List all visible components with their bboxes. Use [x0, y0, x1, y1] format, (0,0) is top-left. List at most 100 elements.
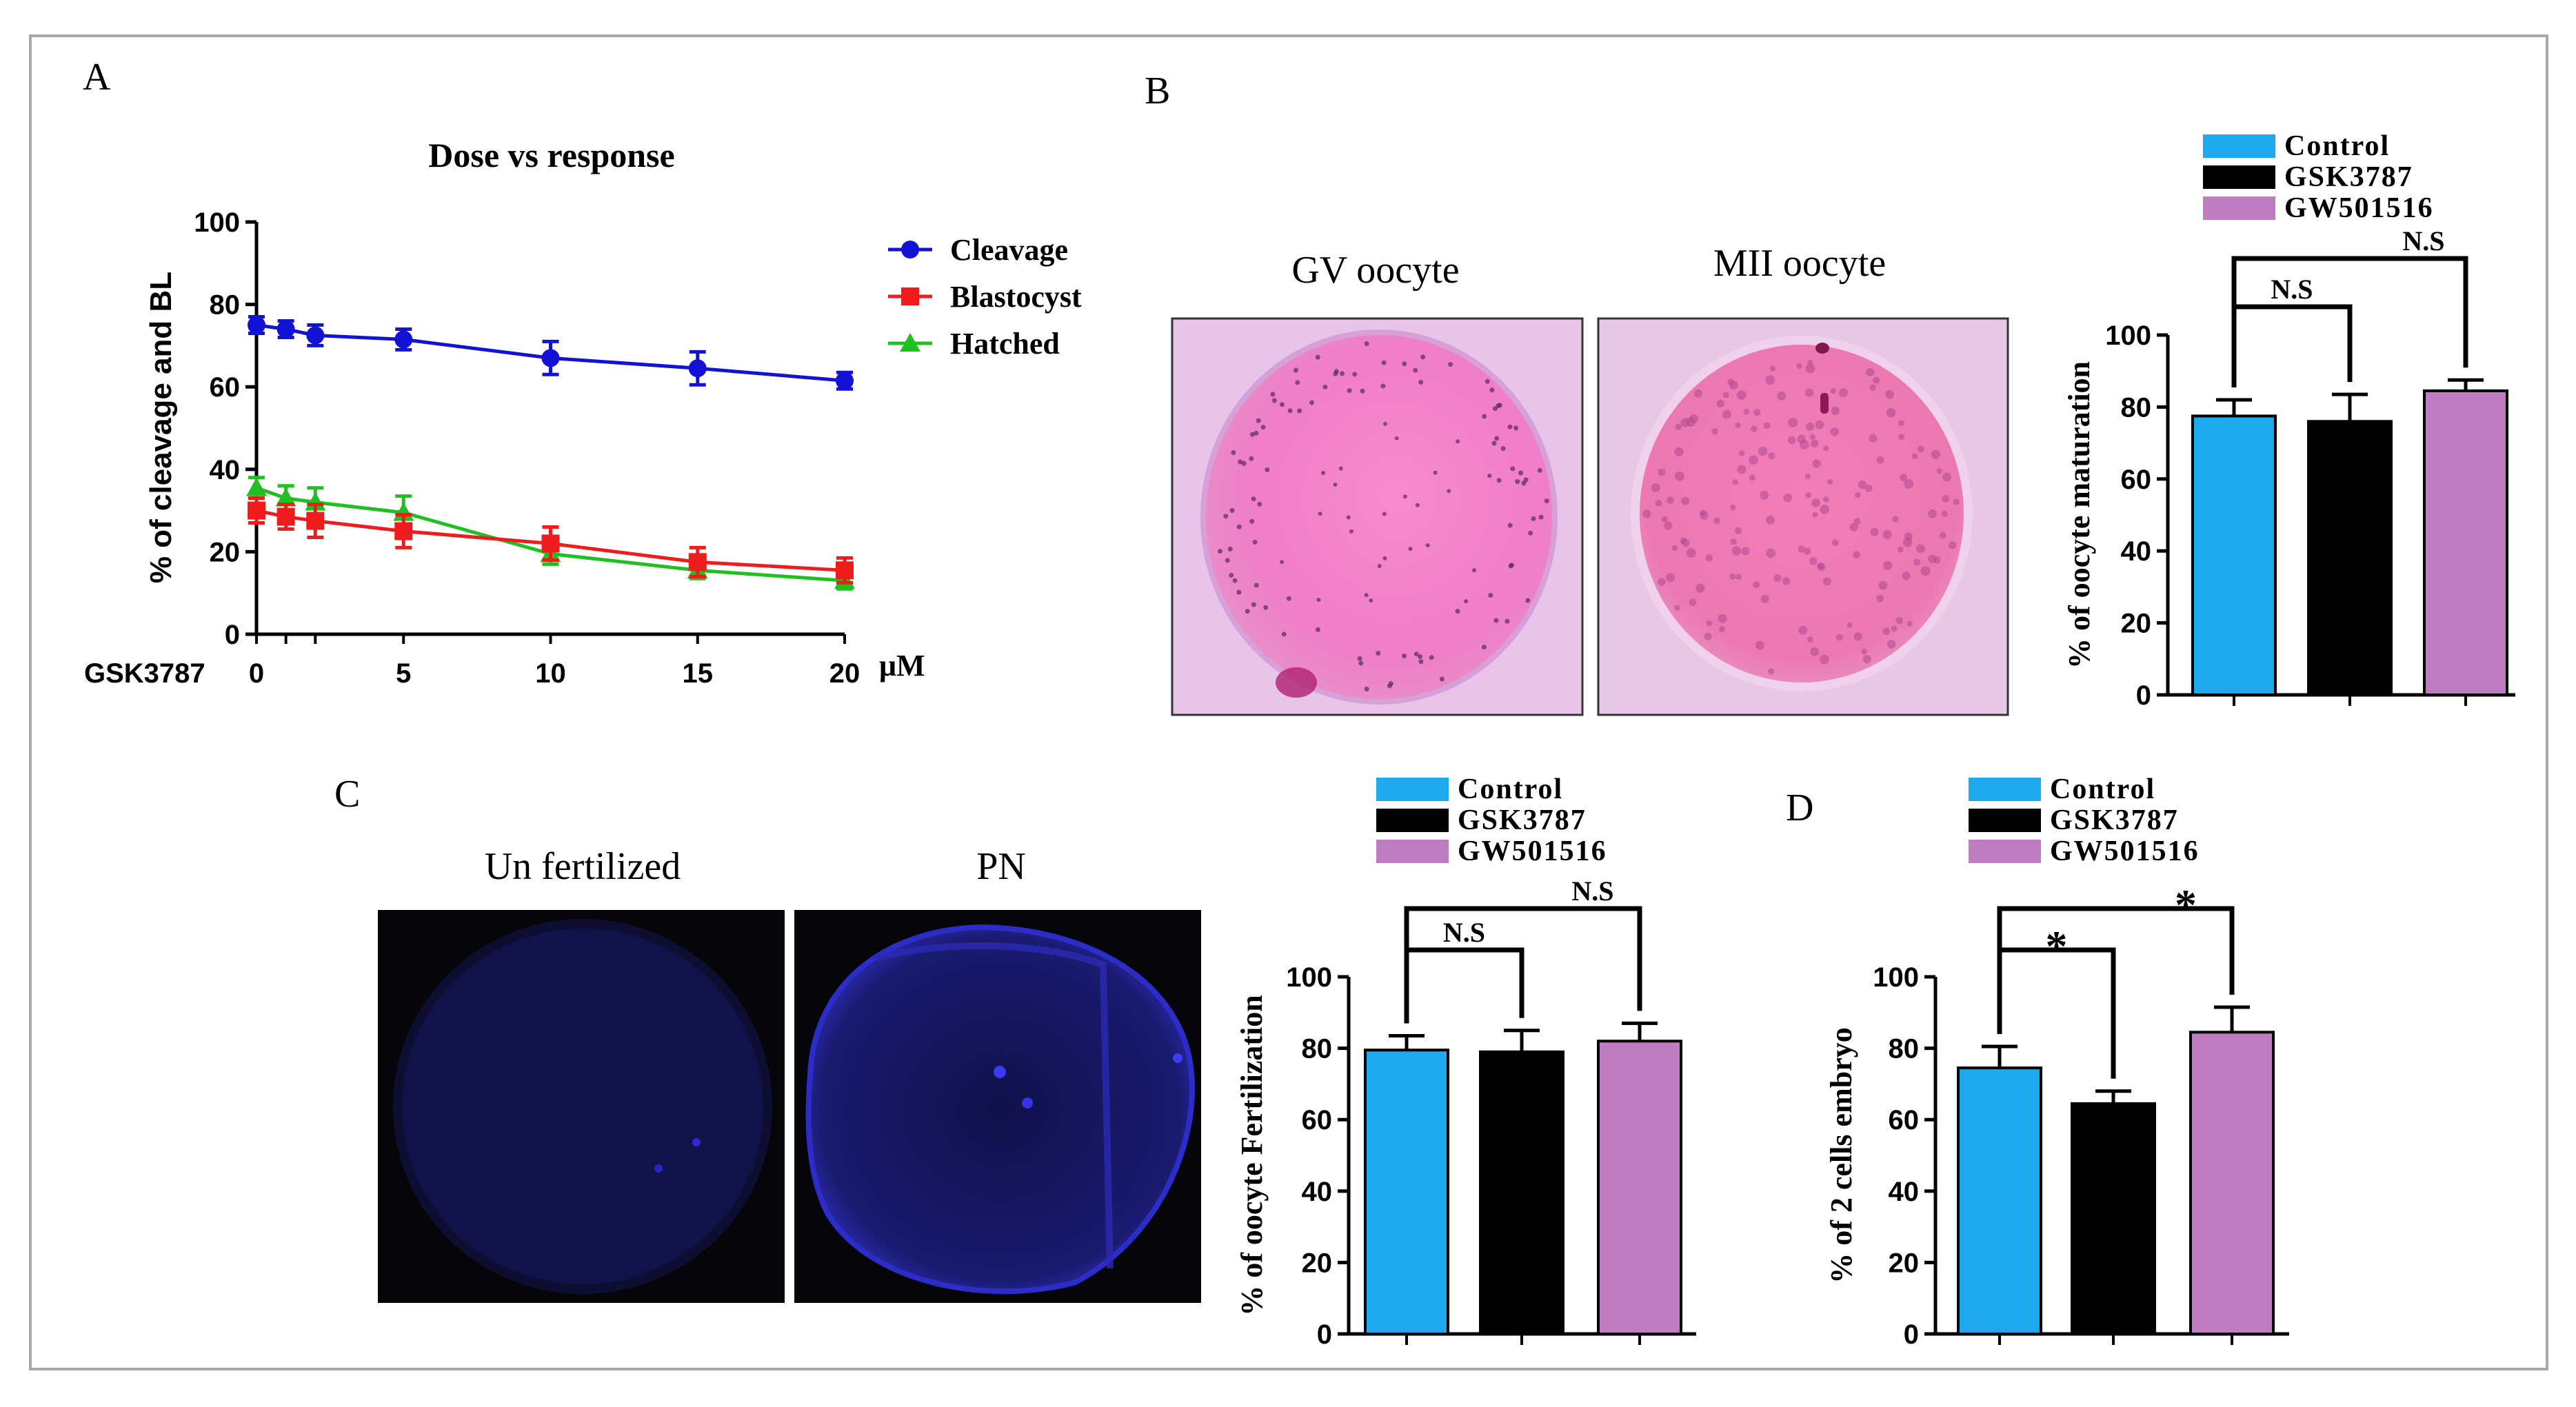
data-point: [276, 320, 295, 338]
granule: [1538, 514, 1544, 520]
granule: [1382, 556, 1387, 560]
panel-letter-c: C: [334, 773, 360, 816]
data-point: [248, 316, 265, 334]
granule: [1886, 408, 1896, 418]
granule: [1862, 655, 1871, 664]
bar-c-0: [1364, 1049, 1449, 1335]
granule: [1739, 450, 1745, 456]
legend-marker-blastocyst: [901, 287, 919, 305]
chart-a-y-tick-label: 80: [210, 290, 241, 321]
granule: [1383, 421, 1387, 426]
legend-label-c-2: GW501516: [1458, 836, 1607, 867]
granule: [1798, 625, 1808, 635]
granule: [1686, 417, 1696, 427]
chart-c-y-tick-label: 60: [1302, 1105, 1333, 1135]
granule: [1948, 541, 1957, 549]
data-point: [836, 372, 854, 390]
granule: [1493, 406, 1498, 412]
granule: [1651, 483, 1660, 492]
granule: [1671, 545, 1678, 551]
granule: [1805, 422, 1815, 431]
granule: [1322, 384, 1328, 389]
data-point: [276, 507, 295, 526]
legend-label-c-1: GSK3787: [1458, 804, 1587, 836]
granule: [1782, 577, 1791, 585]
granule: [1358, 660, 1364, 666]
granule: [1515, 479, 1520, 485]
legend-swatch-d-0: [1969, 778, 2041, 801]
granule: [1491, 441, 1497, 446]
granule: [1827, 478, 1833, 485]
chart-b-y-tick-label: 60: [2121, 465, 2152, 495]
bar-b-0: [2191, 414, 2277, 696]
granule: [1876, 594, 1884, 603]
granule: [1886, 640, 1896, 649]
granule: [1898, 434, 1905, 441]
chart-a-x-tick-label: 15: [683, 658, 714, 689]
granule: [1760, 490, 1769, 500]
chart-a-y-tick-label: 100: [194, 207, 240, 238]
chart-a-legend: Cleavage Blastocyst Hatched: [888, 233, 1082, 361]
granule: [1402, 361, 1407, 367]
granule: [1823, 445, 1829, 452]
granule: [1839, 388, 1848, 398]
chart-d-y-tick-label: 0: [1904, 1319, 1919, 1350]
granule: [1231, 450, 1236, 455]
granule: [1812, 459, 1821, 468]
granule: [1318, 512, 1322, 516]
chart-c-y-tick-label: 0: [1317, 1319, 1332, 1350]
granule: [1931, 449, 1940, 459]
chart-a-x-unit: μM: [879, 649, 925, 682]
granule: [1494, 436, 1500, 441]
chart-a-x-axis-label: GSK3787: [84, 658, 205, 689]
granule: [1732, 479, 1738, 485]
granule: [1664, 521, 1673, 530]
data-point: [541, 534, 560, 553]
granule: [1878, 580, 1888, 590]
chart-c-y-tick-label: 40: [1302, 1177, 1333, 1207]
granule: [1357, 656, 1362, 661]
granule: [1507, 424, 1513, 429]
granule: [1655, 500, 1662, 507]
granule: [1729, 573, 1736, 580]
granule: [1831, 406, 1840, 416]
granule: [1681, 496, 1690, 505]
legend-label-d-0: Control: [2050, 773, 2155, 805]
granule: [1418, 380, 1424, 385]
granule: [1928, 554, 1937, 564]
granule: [1293, 367, 1298, 373]
granule: [1866, 368, 1875, 377]
granule: [1853, 632, 1862, 641]
granule: [1836, 634, 1843, 641]
granule: [1251, 602, 1256, 607]
granule: [1766, 515, 1775, 525]
panel-a-line-chart: Dose vs response % of cleavage and BL GS…: [84, 136, 1082, 689]
granule: [1252, 539, 1258, 545]
granule: [1496, 478, 1502, 483]
granule: [1722, 392, 1729, 398]
granule: [1433, 470, 1438, 475]
granule: [1769, 365, 1775, 372]
granule: [1809, 557, 1818, 565]
granule: [1394, 436, 1399, 441]
granule: [1260, 425, 1266, 430]
granule: [1257, 501, 1262, 507]
granule: [1864, 484, 1873, 492]
legend-label-b-2: GW501516: [2284, 192, 2434, 224]
granule: [1869, 434, 1878, 443]
granule: [1811, 498, 1820, 507]
granule: [1661, 516, 1668, 523]
granule: [1236, 589, 1242, 595]
granule: [1861, 649, 1867, 655]
granule: [1352, 372, 1358, 377]
chart-a-title: Dose vs response: [428, 136, 674, 174]
chart-a-x-tick-label: 5: [396, 658, 411, 689]
granule: [1513, 425, 1519, 431]
granule: [1731, 546, 1742, 556]
chart-b-y-tick-label: 100: [2105, 321, 2151, 351]
legend-swatch-d-1: [1969, 809, 2041, 832]
granule: [1236, 524, 1242, 529]
granule: [1249, 432, 1255, 437]
granule: [1830, 387, 1836, 394]
